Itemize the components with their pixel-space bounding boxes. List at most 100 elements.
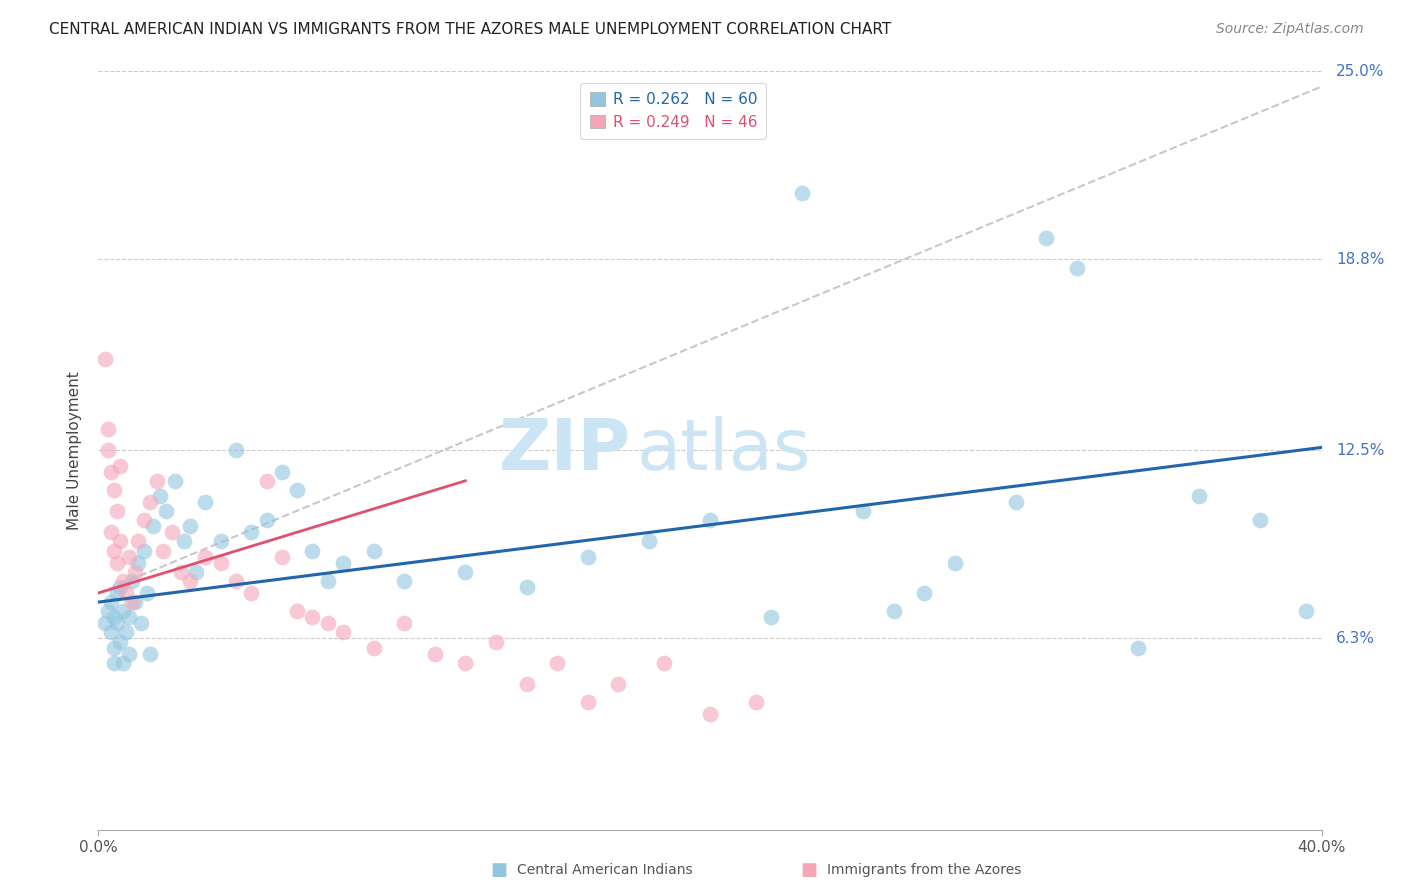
Point bbox=[576, 695, 599, 709]
Point bbox=[316, 616, 339, 631]
Point bbox=[637, 534, 661, 549]
Point bbox=[852, 504, 875, 518]
Point bbox=[209, 556, 232, 570]
Point bbox=[194, 495, 217, 509]
Point bbox=[97, 443, 120, 458]
Point bbox=[256, 474, 278, 488]
Point bbox=[179, 574, 201, 588]
Point bbox=[163, 474, 186, 488]
Point bbox=[115, 586, 138, 600]
Point bbox=[139, 647, 162, 661]
Point bbox=[943, 556, 966, 570]
Point bbox=[129, 616, 152, 631]
Point bbox=[316, 574, 339, 588]
Point bbox=[115, 625, 138, 640]
Point bbox=[139, 495, 162, 509]
Point bbox=[103, 640, 125, 655]
Point bbox=[124, 595, 146, 609]
Point bbox=[108, 634, 131, 648]
Point bbox=[118, 647, 141, 661]
Text: atlas: atlas bbox=[637, 416, 811, 485]
Point bbox=[423, 647, 446, 661]
Point bbox=[100, 525, 122, 540]
Point bbox=[155, 504, 177, 518]
Point bbox=[103, 610, 125, 624]
Point bbox=[270, 465, 292, 479]
Y-axis label: Male Unemployment: Male Unemployment bbox=[67, 371, 83, 530]
Point bbox=[392, 616, 416, 631]
Point bbox=[108, 458, 131, 473]
Point bbox=[149, 489, 172, 503]
Point bbox=[121, 574, 143, 588]
Point bbox=[118, 549, 141, 564]
Point bbox=[152, 543, 174, 558]
Text: ■: ■ bbox=[491, 861, 508, 879]
Text: ■: ■ bbox=[800, 861, 817, 879]
Point bbox=[363, 640, 385, 655]
Point bbox=[105, 616, 128, 631]
Point bbox=[111, 656, 134, 670]
Point bbox=[332, 556, 354, 570]
Point bbox=[105, 556, 128, 570]
Text: CENTRAL AMERICAN INDIAN VS IMMIGRANTS FROM THE AZORES MALE UNEMPLOYMENT CORRELAT: CENTRAL AMERICAN INDIAN VS IMMIGRANTS FR… bbox=[49, 22, 891, 37]
Point bbox=[142, 519, 165, 533]
Point bbox=[111, 574, 134, 588]
Point bbox=[103, 543, 125, 558]
Point bbox=[97, 422, 120, 436]
Point bbox=[105, 586, 128, 600]
Point bbox=[225, 574, 247, 588]
Point bbox=[136, 586, 159, 600]
Point bbox=[883, 604, 905, 618]
Point bbox=[1128, 640, 1150, 655]
Point bbox=[93, 352, 115, 367]
Text: 18.8%: 18.8% bbox=[1336, 252, 1385, 267]
Point bbox=[160, 525, 183, 540]
Point bbox=[118, 610, 141, 624]
Point bbox=[108, 534, 131, 549]
Point bbox=[516, 677, 538, 691]
Point bbox=[194, 549, 217, 564]
Point bbox=[145, 474, 167, 488]
Point bbox=[1188, 489, 1211, 503]
Point bbox=[285, 483, 308, 497]
Point bbox=[173, 534, 195, 549]
Point bbox=[127, 556, 149, 570]
Point bbox=[485, 634, 508, 648]
Point bbox=[111, 604, 134, 618]
Point bbox=[1295, 604, 1317, 618]
Point bbox=[301, 610, 323, 624]
Point bbox=[285, 604, 308, 618]
Point bbox=[127, 534, 149, 549]
Point bbox=[105, 504, 128, 518]
Point bbox=[134, 513, 156, 527]
Point bbox=[699, 707, 721, 722]
Text: Immigrants from the Azores: Immigrants from the Azores bbox=[827, 863, 1021, 877]
Point bbox=[103, 483, 125, 497]
Point bbox=[225, 443, 247, 458]
Point bbox=[170, 565, 193, 579]
Legend: R = 0.262   N = 60, R = 0.249   N = 46: R = 0.262 N = 60, R = 0.249 N = 46 bbox=[581, 83, 766, 139]
Point bbox=[790, 186, 813, 200]
Point bbox=[1066, 261, 1088, 276]
Text: Central American Indians: Central American Indians bbox=[517, 863, 693, 877]
Point bbox=[240, 586, 263, 600]
Point bbox=[516, 580, 538, 594]
Point bbox=[454, 656, 477, 670]
Text: ZIP: ZIP bbox=[498, 416, 630, 485]
Point bbox=[103, 656, 125, 670]
Point bbox=[332, 625, 354, 640]
Text: 6.3%: 6.3% bbox=[1336, 631, 1375, 646]
Point bbox=[134, 543, 156, 558]
Point bbox=[270, 549, 292, 564]
Point bbox=[1004, 495, 1026, 509]
Text: 25.0%: 25.0% bbox=[1336, 64, 1385, 78]
Point bbox=[108, 580, 131, 594]
Point bbox=[576, 549, 599, 564]
Point bbox=[392, 574, 416, 588]
Point bbox=[363, 543, 385, 558]
Point bbox=[745, 695, 768, 709]
Point bbox=[93, 616, 115, 631]
Point bbox=[912, 586, 935, 600]
Point bbox=[97, 604, 120, 618]
Point bbox=[186, 565, 208, 579]
